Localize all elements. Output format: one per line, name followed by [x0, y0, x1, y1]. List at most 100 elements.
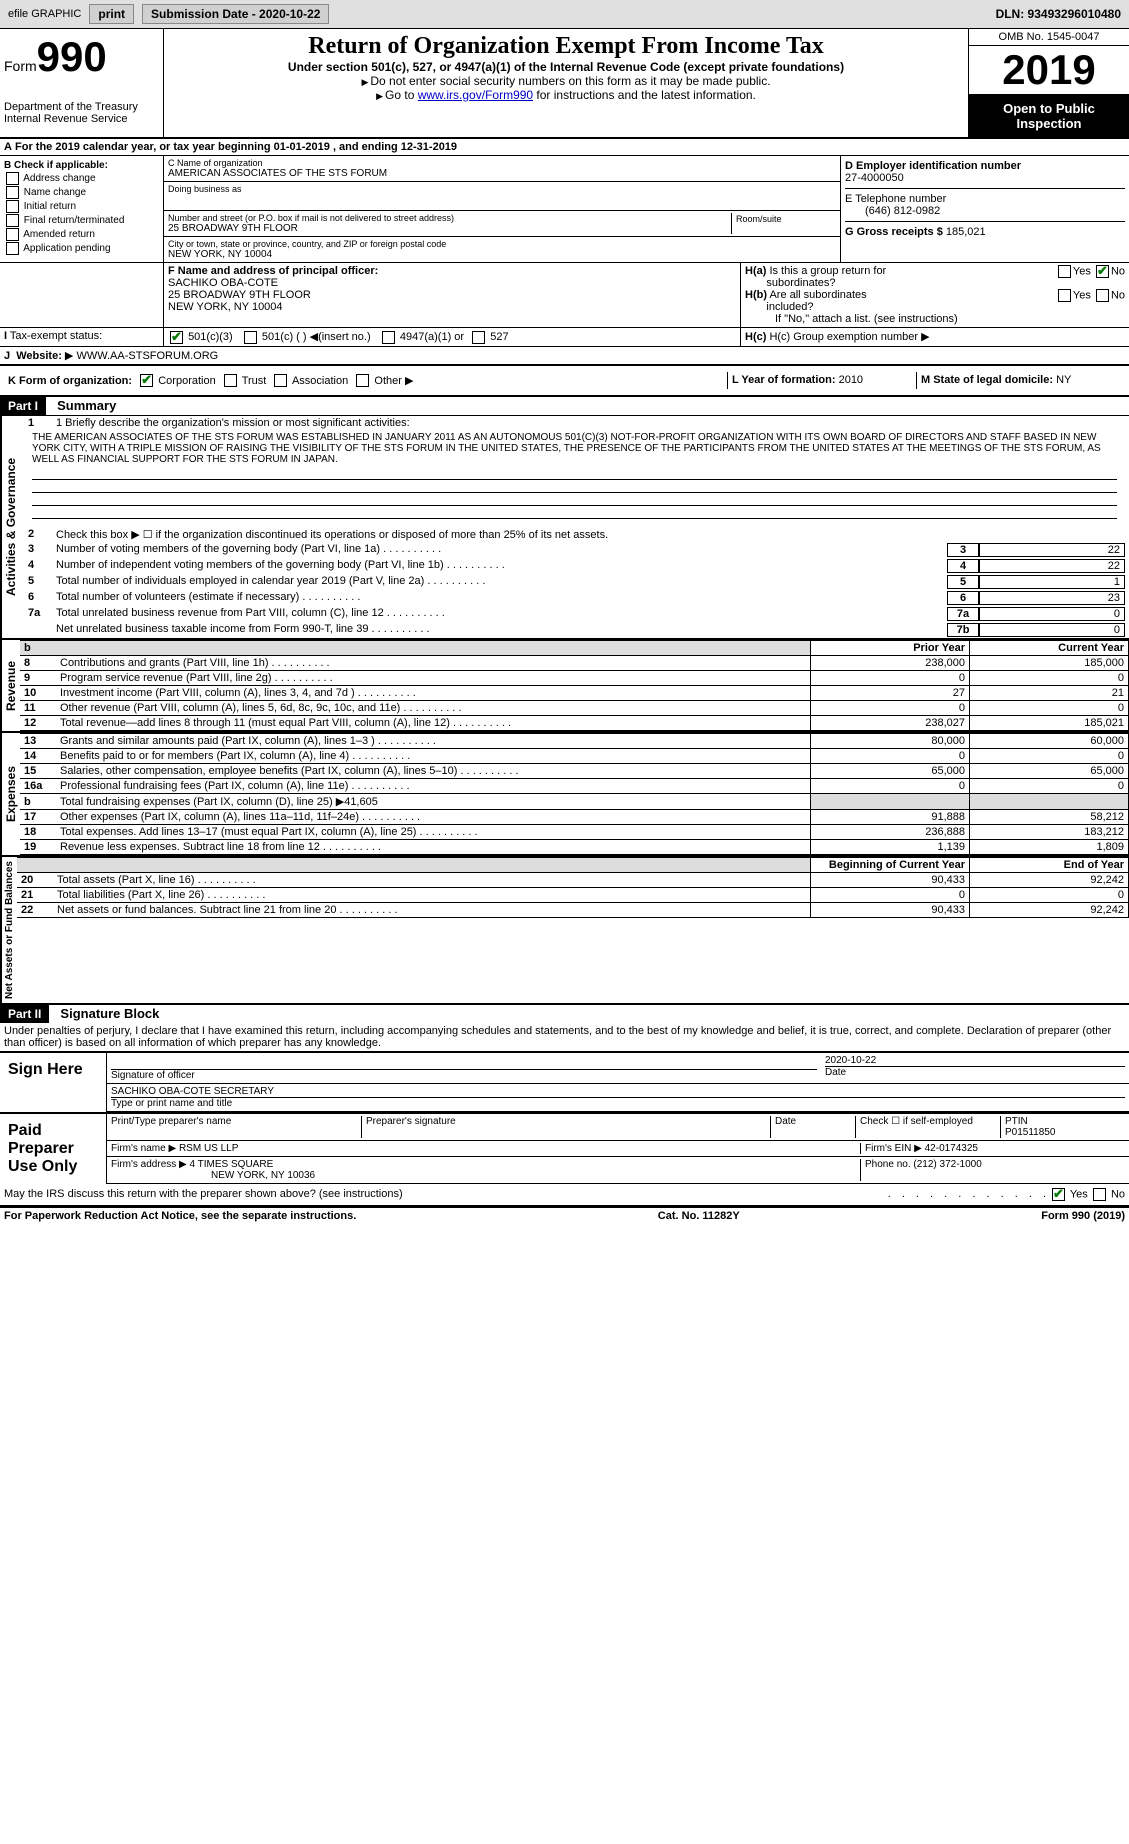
line1-label: 1 Briefly describe the organization's mi… — [56, 417, 1125, 429]
year-formation: 2010 — [839, 374, 863, 386]
sign-here-block: Sign Here Signature of officer 2020-10-2… — [0, 1051, 1129, 1112]
exp-label: Expenses — [0, 733, 20, 855]
table-row: 9Program service revenue (Part VIII, lin… — [20, 671, 1129, 686]
gov-line: 5Total number of individuals employed in… — [20, 574, 1129, 590]
table-row: 11Other revenue (Part VIII, column (A), … — [20, 701, 1129, 716]
firm-addr: 4 TIMES SQUARE — [190, 1159, 274, 1170]
j-label: Website: — [16, 350, 62, 362]
firm-name: RSM US LLP — [179, 1143, 238, 1154]
table-row: 12Total revenue—add lines 8 through 11 (… — [20, 716, 1129, 731]
cb-amended[interactable] — [6, 228, 19, 241]
firm-name-label: Firm's name ▶ — [111, 1143, 176, 1154]
officer-addr2: NEW YORK, NY 10004 — [168, 301, 283, 313]
discuss-no[interactable] — [1093, 1188, 1106, 1201]
cb-corp[interactable] — [140, 374, 153, 387]
instruction-1: Do not enter social security numbers on … — [370, 74, 770, 88]
table-row: 14Benefits paid to or for members (Part … — [20, 749, 1129, 764]
m-label: M State of legal domicile: — [921, 374, 1053, 386]
form-org-row: K Form of organization: Corporation Trus… — [0, 366, 1129, 398]
sig-date: 2020-10-22 — [825, 1055, 1125, 1066]
footer: For Paperwork Reduction Act Notice, see … — [0, 1206, 1129, 1224]
gross-value: 185,021 — [946, 226, 986, 238]
period-row: A For the 2019 calendar year, or tax yea… — [0, 139, 1129, 156]
paid-prep-label: Paid Preparer Use Only — [0, 1114, 106, 1184]
table-row: 19Revenue less expenses. Subtract line 1… — [20, 840, 1129, 855]
instruction-2-pre: Go to — [385, 88, 418, 102]
prep-date-label: Date — [771, 1116, 856, 1138]
phone-label: E Telephone number — [845, 193, 946, 205]
hc-label: H(c) Group exemption number — [769, 331, 918, 343]
hb-no[interactable] — [1096, 289, 1109, 302]
net-table: Beginning of Current YearEnd of Year 20T… — [17, 857, 1129, 918]
header-bar: efile GRAPHIC print Submission Date - 20… — [0, 0, 1129, 29]
phone-value: (646) 812-0982 — [845, 205, 940, 217]
state-domicile: NY — [1056, 374, 1071, 386]
gov-line: 7aTotal unrelated business revenue from … — [20, 606, 1129, 622]
cb-501c[interactable] — [244, 331, 257, 344]
ha-no[interactable] — [1096, 265, 1109, 278]
org-name: AMERICAN ASSOCIATES OF THE STS FORUM — [168, 168, 836, 179]
cb-other[interactable] — [356, 374, 369, 387]
date-label: Date — [825, 1066, 1125, 1078]
irs-link[interactable]: www.irs.gov/Form990 — [418, 88, 533, 102]
officer-row: F Name and address of principal officer:… — [0, 263, 1129, 328]
summary-rev: Revenue bPrior YearCurrent Year 8Contrib… — [0, 640, 1129, 733]
ein-label: D Employer identification number — [845, 160, 1021, 172]
form-year-block: OMB No. 1545-0047 2019 Open to Public In… — [968, 29, 1129, 137]
declaration: Under penalties of perjury, I declare th… — [0, 1023, 1129, 1051]
website-row: J Website: ▶ WWW.AA-STSFORUM.ORG — [0, 347, 1129, 366]
gov-line: 6Total number of volunteers (estimate if… — [20, 590, 1129, 606]
period-text: For the 2019 calendar year, or tax year … — [15, 141, 457, 153]
gov-label: Activities & Governance — [0, 416, 20, 638]
cb-initial[interactable] — [6, 200, 19, 213]
open-inspection: Open to Public Inspection — [969, 95, 1129, 137]
website-value: WWW.AA-STSFORUM.ORG — [76, 350, 218, 362]
gov-line: Net unrelated business taxable income fr… — [20, 622, 1129, 638]
cb-initial-label: Initial return — [24, 201, 76, 212]
hb-yes[interactable] — [1058, 289, 1071, 302]
city-val: NEW YORK, NY 10004 — [168, 249, 836, 260]
ein-phone-block: D Employer identification number 27-4000… — [840, 156, 1129, 262]
table-row: 15Salaries, other compensation, employee… — [20, 764, 1129, 779]
firm-phone: (212) 372-1000 — [913, 1159, 981, 1170]
department: Department of the Treasury Internal Reve… — [4, 101, 159, 125]
tax-year: 2019 — [969, 46, 1129, 95]
form-subtitle: Under section 501(c), 527, or 4947(a)(1)… — [172, 60, 960, 74]
col-current: Current Year — [970, 641, 1129, 656]
table-row: 16aProfessional fundraising fees (Part I… — [20, 779, 1129, 794]
cb-name-change[interactable] — [6, 186, 19, 199]
ein-value: 27-4000050 — [845, 172, 904, 184]
self-employed: Check ☐ if self-employed — [856, 1116, 1001, 1138]
part1-title: Summary — [49, 396, 124, 415]
street-address: 25 BROADWAY 9TH FLOOR — [168, 223, 731, 234]
ptin-value: P01511850 — [1005, 1127, 1055, 1138]
l-label: L Year of formation: — [732, 374, 836, 386]
cb-assoc[interactable] — [274, 374, 287, 387]
summary-net: Net Assets or Fund Balances Beginning of… — [0, 857, 1129, 1005]
cb-final[interactable] — [6, 214, 19, 227]
col-prior: Prior Year — [811, 641, 970, 656]
form-header: Form990 Department of the Treasury Inter… — [0, 29, 1129, 139]
cb-app-label: Application pending — [23, 243, 110, 254]
cb-address-change[interactable] — [6, 172, 19, 185]
gross-label: G Gross receipts $ — [845, 226, 943, 238]
ha-yes[interactable] — [1058, 265, 1071, 278]
submission-date: Submission Date - 2020-10-22 — [142, 4, 329, 24]
cb-4947[interactable] — [382, 331, 395, 344]
i-label: Tax-exempt status: — [10, 330, 102, 342]
type-name-label: Type or print name and title — [111, 1098, 1125, 1109]
summary-exp: Expenses 13Grants and similar amounts pa… — [0, 733, 1129, 857]
form-footer: Form 990 (2019) — [1041, 1210, 1125, 1222]
city-label: City or town, state or province, country… — [168, 239, 836, 249]
firm-phone-label: Phone no. — [865, 1159, 911, 1170]
print-button[interactable]: print — [89, 4, 134, 24]
table-row: 17Other expenses (Part IX, column (A), l… — [20, 810, 1129, 825]
cb-app-pending[interactable] — [6, 242, 19, 255]
cb-527[interactable] — [472, 331, 485, 344]
discuss-yes[interactable] — [1052, 1188, 1065, 1201]
room-label: Room/suite — [736, 214, 782, 224]
cb-501c3[interactable] — [170, 331, 183, 344]
cb-trust[interactable] — [224, 374, 237, 387]
line2-text: Check this box ▶ ☐ if the organization d… — [56, 528, 1125, 541]
table-row: 22Net assets or fund balances. Subtract … — [17, 903, 1129, 918]
